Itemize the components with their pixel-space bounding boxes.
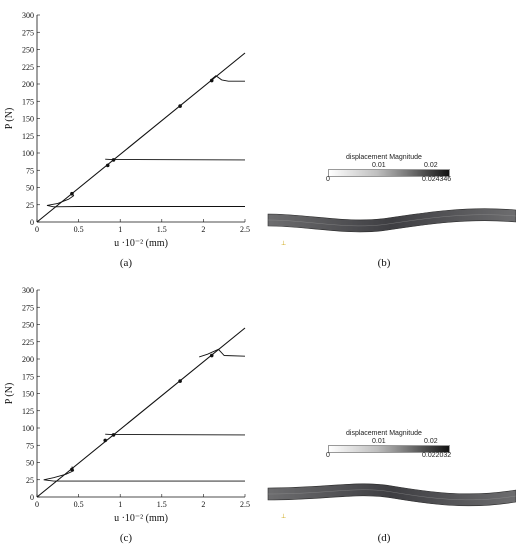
data-point-marker — [105, 163, 110, 168]
x-axis-title: u ·10⁻² (mm) — [114, 513, 168, 524]
series-line-2 — [105, 158, 246, 161]
y-tick-label: 175 — [22, 372, 34, 381]
data-point-marker — [103, 438, 108, 443]
y-tick-label: 200 — [22, 355, 34, 364]
y-axis-title: P (N) — [4, 383, 15, 405]
x-tick-label: 0.5 — [74, 225, 84, 234]
data-point-marker — [209, 78, 214, 83]
y-tick-label: 225 — [22, 63, 34, 72]
x-tick-label: 0 — [35, 500, 39, 509]
y-tick-label: 0 — [30, 493, 34, 502]
chart-a: 0 25 50 75 100 125 150 175 200 225 250 275 300 0 0.5 1 1… — [4, 11, 250, 249]
y-tick-label: 100 — [22, 149, 34, 158]
colorbar-title: displacement Magnitude — [346, 430, 422, 437]
y-tick-label: 125 — [22, 407, 34, 416]
data-point-marker — [209, 353, 214, 358]
colorbar-tick: 0.01 — [372, 438, 386, 445]
y-tick-label: 175 — [22, 97, 34, 106]
y-tick-label: 25 — [26, 476, 34, 485]
y-tick-label: 200 — [22, 80, 34, 89]
series-line-1 — [46, 192, 245, 208]
y-tick-label: 300 — [22, 286, 34, 295]
colorbar-gradient — [328, 445, 450, 453]
x-tick-label: 0.5 — [74, 500, 84, 509]
y-tick-label: 50 — [26, 459, 34, 468]
x-tick-label: 1 — [118, 225, 122, 234]
x-tick-label: 0 — [35, 225, 39, 234]
axes-triad-icon: ⊥ — [281, 241, 287, 247]
y-tick-label: 125 — [22, 132, 34, 141]
y-tick-label: 300 — [22, 11, 34, 20]
series-line-1 — [43, 466, 245, 482]
panel-label-b: (b) — [377, 257, 391, 269]
x-tick-label: 1.5 — [157, 225, 167, 234]
y-tick-label: 225 — [22, 338, 34, 347]
data-point-marker — [111, 158, 116, 162]
colorbar-title: displacement Magnitude — [346, 154, 422, 161]
colorbar-tick: 0.01 — [372, 162, 386, 169]
data-point-marker — [111, 433, 116, 437]
deformed-beam-d — [267, 483, 516, 507]
y-tick-label: 25 — [26, 201, 34, 210]
y-tick-label: 250 — [22, 321, 34, 330]
colorbar-tick: 0.02 — [424, 438, 438, 445]
panel-label-c: (c) — [119, 532, 133, 544]
x-tick-label: 1.5 — [157, 500, 167, 509]
colorbar-min: 0 — [326, 452, 330, 459]
x-tick-label: 2 — [201, 225, 205, 234]
colorbar-min: 0 — [326, 176, 330, 183]
y-tick-label: 50 — [26, 184, 34, 193]
series-line-3 — [199, 348, 246, 358]
y-tick-label: 100 — [22, 424, 34, 433]
data-point-marker — [70, 467, 74, 472]
y-tick-label: 150 — [22, 390, 34, 399]
data-point-marker — [178, 104, 182, 108]
chart-c: 0 25 50 75 100 125 150 175 200 225 250 275 300 0 0.5 1 1… — [4, 286, 250, 524]
deformed-beam-b — [267, 208, 516, 233]
x-tick-label: 2.5 — [240, 225, 250, 234]
y-tick-label: 275 — [22, 28, 34, 37]
series-line-3 — [209, 75, 245, 82]
x-tick-label: 1 — [118, 500, 122, 509]
y-axis-title: P (N) — [4, 108, 15, 130]
y-tick-label: 150 — [22, 115, 34, 124]
colorbar-max: 0.024346 — [422, 176, 452, 183]
y-tick-label: 0 — [30, 218, 34, 227]
panel-label-d: (d) — [377, 532, 391, 544]
data-point-marker — [178, 379, 182, 383]
series-line-0 — [36, 327, 246, 498]
axes-triad-icon: ⊥ — [281, 514, 287, 520]
x-axis-title: u ·10⁻² (mm) — [114, 238, 168, 249]
panel-label-a: (a) — [119, 257, 133, 269]
series-line-2 — [105, 433, 246, 436]
y-tick-label: 275 — [22, 303, 34, 312]
colorbar-gradient — [328, 169, 450, 177]
y-tick-label: 250 — [22, 46, 34, 55]
y-tick-label: 75 — [26, 441, 34, 450]
x-tick-label: 2 — [201, 500, 205, 509]
colorbar-tick: 0.02 — [424, 162, 438, 169]
series-line-0 — [36, 52, 246, 223]
colorbar-max: 0.022032 — [422, 452, 452, 459]
x-tick-label: 2.5 — [240, 500, 250, 509]
y-tick-label: 75 — [26, 166, 34, 175]
data-point-marker — [70, 191, 74, 196]
